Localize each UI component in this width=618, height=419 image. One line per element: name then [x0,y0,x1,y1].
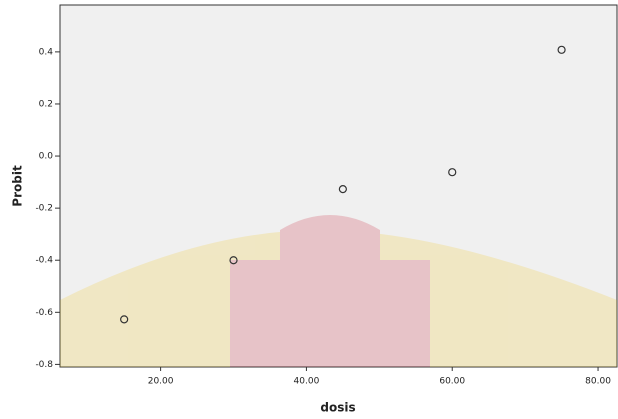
plot-area [59,4,618,368]
x-tick-label: 60.00 [439,377,465,387]
point [120,315,129,324]
x-axis-title: dosis [320,401,355,415]
y-axis-title: Probit [11,165,25,207]
y-tick-label: 0.4 [39,47,54,57]
x-tick-label: 80.00 [585,377,611,387]
x-tick-label: 20.00 [148,377,174,387]
point [338,185,347,194]
y-tick-label: 0.0 [39,152,54,162]
y-tick-label: -0.4 [35,256,53,266]
point [557,45,566,54]
y-tick-label: 0.2 [39,99,53,109]
watermark [60,215,617,367]
y-tick-label: -0.8 [35,360,53,370]
point [448,168,457,177]
x-tick-label: 40.00 [294,377,320,387]
y-tick-label: -0.6 [35,308,53,318]
y-tick-label: -0.2 [35,204,53,214]
point [229,256,238,265]
